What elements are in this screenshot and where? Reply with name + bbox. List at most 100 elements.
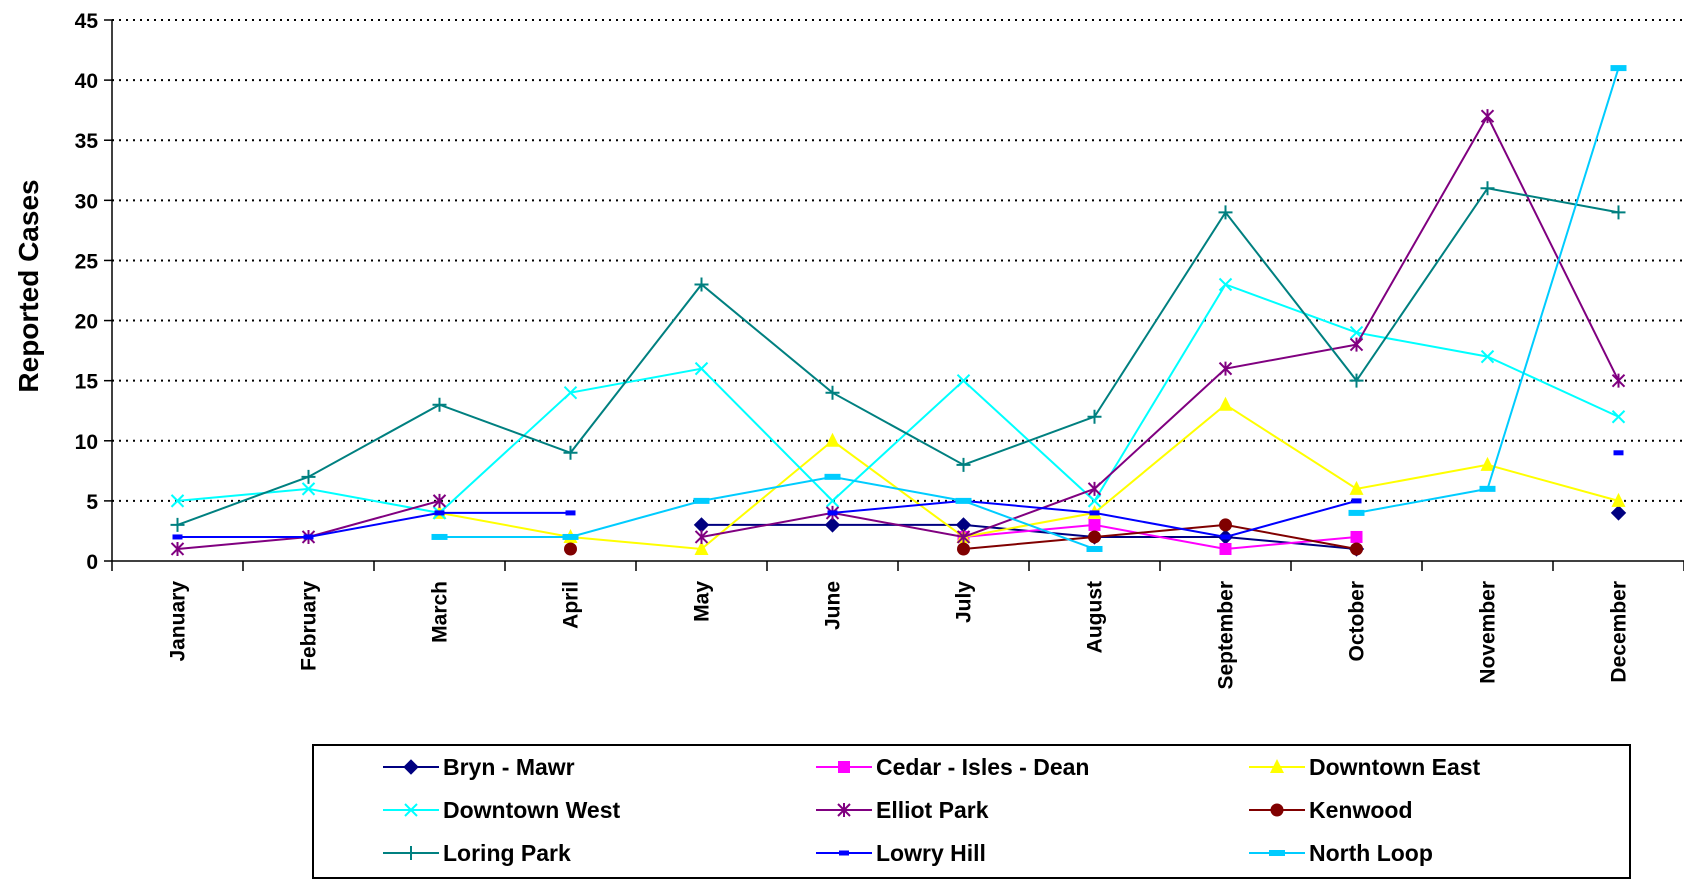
- legend-label: Kenwood: [1309, 797, 1413, 823]
- data-point: [1613, 450, 1624, 456]
- data-point: [1349, 337, 1364, 352]
- x-tick-label: May: [691, 581, 714, 622]
- series-line: [439, 475, 1095, 550]
- data-point: [1350, 542, 1363, 556]
- data-point: [956, 373, 971, 388]
- y-tick-label: 35: [75, 130, 99, 153]
- series-lowry-hill: [172, 450, 1624, 540]
- x-tick-label: December: [1608, 581, 1631, 683]
- data-point: [1611, 410, 1626, 424]
- data-point: [956, 529, 971, 544]
- data-point: [693, 497, 710, 504]
- legend-item: Downtown East: [1249, 754, 1481, 780]
- data-point: [1610, 65, 1627, 72]
- legend-box: [312, 744, 1631, 879]
- data-point: [1086, 545, 1103, 552]
- series-kenwood: [564, 518, 1363, 556]
- x-tick-label: April: [560, 581, 583, 629]
- legend-marker: [404, 803, 418, 817]
- data-point: [825, 494, 840, 508]
- y-tick-label: 15: [75, 371, 99, 394]
- legend-label: Elliot Park: [876, 797, 989, 823]
- y-tick-label: 10: [75, 431, 98, 454]
- legend-marker: [837, 803, 851, 817]
- series-line: [963, 523, 1357, 550]
- data-point: [172, 534, 183, 540]
- data-point: [1218, 205, 1233, 220]
- data-point: [824, 473, 841, 480]
- data-point: [170, 517, 185, 532]
- data-point: [1480, 109, 1495, 124]
- data-point: [824, 517, 841, 533]
- legend-item: Bryn - Mawr: [383, 754, 575, 780]
- legend: Bryn - Mawr Cedar - Isles - Dean Downtown …: [312, 744, 1631, 879]
- data-point: [1218, 277, 1233, 292]
- data-point: [1349, 480, 1364, 495]
- legend-label: North Loop: [1309, 840, 1433, 866]
- series-line: [963, 523, 1357, 550]
- data-point: [170, 541, 185, 556]
- legend-label: Lowry Hill: [876, 840, 986, 866]
- x-tick-label: February: [298, 581, 321, 671]
- legend-label: Downtown East: [1309, 754, 1481, 780]
- x-tick-label: June: [822, 581, 845, 630]
- series-line: [439, 403, 1619, 551]
- y-tick-label: 40: [75, 70, 98, 93]
- legend-label: Cedar - Isles - Dean: [876, 754, 1089, 780]
- data-point: [693, 517, 710, 533]
- x-tick-label: November: [1477, 581, 1500, 684]
- data-point: [827, 510, 838, 516]
- y-tick-label: 30: [75, 190, 98, 213]
- x-tick-label: October: [1346, 581, 1369, 662]
- data-point: [694, 361, 709, 376]
- y-tick-label: 45: [75, 10, 99, 33]
- data-point: [1611, 373, 1626, 388]
- data-point: [301, 469, 316, 484]
- legend-marker: [1270, 803, 1284, 817]
- series-line: [177, 511, 571, 538]
- data-point: [957, 542, 970, 556]
- series-line: [1356, 67, 1620, 514]
- data-point: [1088, 518, 1101, 531]
- legend-item: North Loop: [1249, 840, 1433, 866]
- legend-item: Downtown West: [383, 797, 621, 823]
- y-tick-label: 20: [75, 311, 98, 334]
- legend-item: Elliot Park: [816, 797, 989, 823]
- data-point: [563, 385, 578, 400]
- data-point: [1218, 396, 1233, 411]
- data-point: [1220, 534, 1231, 540]
- data-point: [955, 497, 972, 504]
- legend-item: Cedar - Isles - Dean: [816, 754, 1089, 780]
- data-point: [565, 510, 576, 516]
- data-point: [694, 540, 709, 555]
- data-point: [1087, 494, 1102, 508]
- series-elliot-park: [170, 109, 1626, 556]
- series-group: [170, 65, 1627, 557]
- y-axis-title-group: Reported Cases: [13, 179, 44, 392]
- legend-label: Loring Park: [443, 840, 571, 866]
- data-point: [1351, 498, 1362, 504]
- data-point: [1088, 530, 1101, 544]
- data-point: [1611, 205, 1626, 220]
- axes: 0 5 10 15 20 25 30 35 40 45 January February March Ap…: [75, 10, 1684, 690]
- data-point: [1480, 456, 1495, 471]
- series-north-loop: [431, 65, 1627, 552]
- legend-marker: [404, 846, 418, 860]
- legend-label: Bryn - Mawr: [443, 754, 575, 780]
- data-point: [694, 277, 709, 292]
- series-line: [177, 283, 1619, 514]
- data-point: [1479, 485, 1496, 492]
- legend-item: Kenwood: [1249, 797, 1413, 823]
- data-point: [956, 457, 971, 472]
- data-point: [1349, 373, 1364, 388]
- legend-item: Loring Park: [383, 840, 571, 866]
- data-point: [564, 542, 577, 556]
- data-point: [825, 385, 840, 400]
- data-point: [562, 533, 579, 540]
- data-point: [434, 510, 445, 516]
- data-point: [303, 534, 314, 540]
- data-point: [694, 529, 709, 544]
- data-point: [170, 494, 185, 508]
- y-tick-label: 25: [75, 250, 99, 273]
